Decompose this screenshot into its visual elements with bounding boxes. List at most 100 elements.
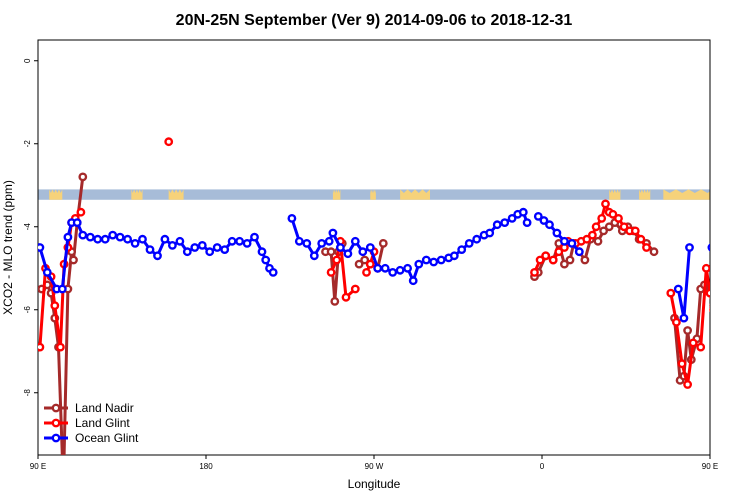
legend-label: Land Glint [75,416,130,430]
data-point [328,228,338,238]
land-patch [740,189,750,199]
data-point [362,267,371,277]
data-point [574,247,584,257]
data-point [705,288,710,298]
data-point [449,251,459,261]
data-point [601,199,610,209]
data-point [78,230,88,240]
data-point [85,232,95,242]
legend-marker [51,418,61,428]
x-tick-label: 90 E [702,462,718,471]
data-point [554,247,564,257]
x-tick-label: 0 [540,462,545,471]
data-point [175,236,185,246]
data-point [673,284,683,294]
data-point [688,338,698,348]
land-patch [332,189,341,200]
data-point [726,234,732,240]
data-point [500,218,510,228]
data-point [539,216,549,225]
data-point [522,218,532,228]
data-point [492,220,502,230]
data-point [636,234,646,244]
data-point [722,257,728,263]
data-point [436,255,446,265]
data-point [541,251,551,261]
data-point [679,313,689,323]
series-line [676,247,691,320]
land-patch [609,189,621,200]
series-layer [38,137,750,455]
data-point [115,232,125,242]
data-point [696,342,706,352]
data-point [588,230,597,240]
data-point [108,230,118,240]
data-point [722,244,728,250]
data-point [421,255,431,265]
land-patch [663,189,710,200]
data-point [485,228,495,238]
data-point [227,236,237,246]
data-point [365,243,375,252]
x-tick-label: 180 [199,462,213,471]
legend-label: Ocean Glint [75,431,139,445]
data-point [302,238,312,248]
series-land-nadir [38,172,750,455]
data-point [709,307,710,313]
data-point [76,207,86,217]
data-point [683,380,692,389]
series-ocean-glint [38,207,737,323]
data-point [395,265,405,275]
data-point [582,234,592,244]
data-point [429,257,439,267]
y-tick-label: -8 [23,389,32,397]
data-point [365,259,375,269]
data-point [565,255,575,265]
legend-marker [51,403,61,413]
data-point [56,342,65,352]
land-patch [400,189,430,200]
data-point [560,259,569,269]
y-tick-label: -4 [23,223,32,231]
data-point [378,238,388,248]
data-point [261,255,271,265]
legend-item: Land Glint [44,416,130,430]
data-point [138,234,147,244]
data-point [733,224,739,230]
land-patch [370,189,376,200]
data-point [714,236,720,242]
series-land-glint [38,137,739,389]
data-point [190,243,200,252]
data-point [335,243,345,252]
data-point [343,249,353,259]
data-point [69,255,78,265]
y-axis: 0 -2 -4 -6 -8 [23,58,38,396]
data-point [57,284,67,294]
data-point [727,232,733,238]
data-point [326,247,336,257]
data-point [332,255,342,265]
data-point [709,303,710,308]
data-point [666,288,676,298]
land-patch [131,189,143,200]
data-point [593,236,603,246]
data-point [619,222,629,232]
series-line [40,283,64,455]
data-point [182,247,192,257]
data-point [677,359,687,369]
data-point [746,174,750,180]
data-point [350,236,360,246]
data-point [591,222,601,232]
data-point [235,236,245,246]
data-point [242,238,252,248]
data-point [599,226,608,236]
data-point [93,234,103,244]
data-point [373,263,383,273]
data-point [472,234,482,244]
data-point [153,251,162,261]
data-point [731,228,737,234]
x-tick-label: 90 E [30,462,46,471]
data-point [630,226,640,236]
data-point [160,234,170,244]
